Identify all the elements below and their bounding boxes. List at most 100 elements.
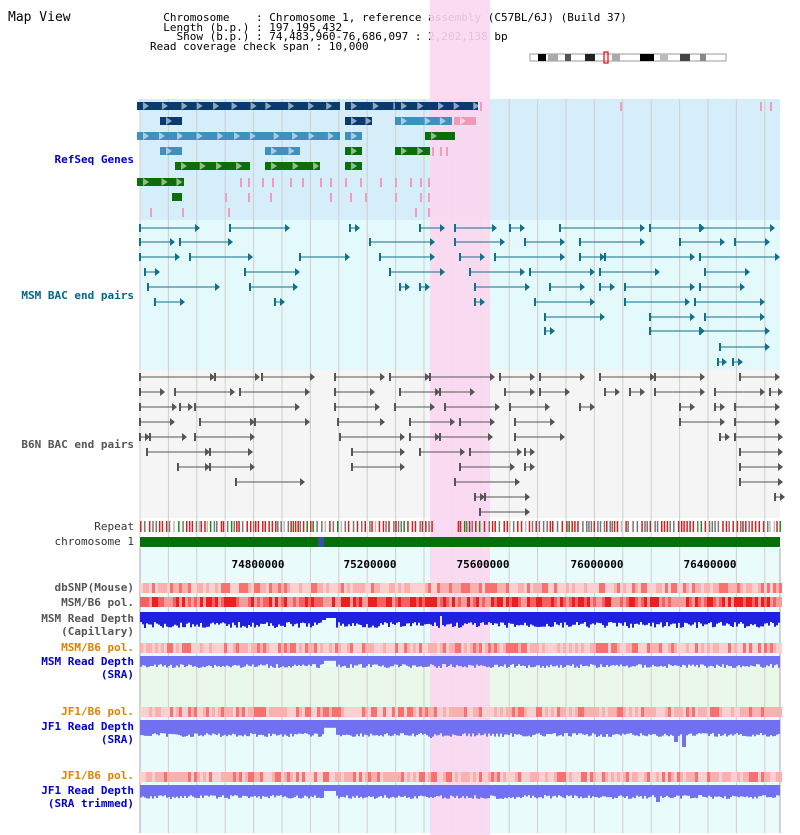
repeat-element xyxy=(586,521,588,532)
b6n-bac-pair-end-right xyxy=(255,373,260,381)
depth-tracks[interactable] xyxy=(140,612,780,802)
depth-bar xyxy=(232,656,234,666)
track-label-dbsnp[interactable]: dbSNP(Mouse) xyxy=(54,581,134,594)
heat-cell xyxy=(740,597,743,607)
chromosome-ideogram[interactable] xyxy=(529,51,727,64)
depth-bar xyxy=(448,656,450,666)
track-label-msm-b6-pol[interactable]: MSM/B6 pol. xyxy=(61,596,134,609)
heat-cell xyxy=(503,772,506,782)
depth-bar xyxy=(682,612,684,628)
track-label-msm-depth-cap[interactable]: MSM Read Depth xyxy=(41,612,134,625)
depth-bar xyxy=(400,720,402,734)
depth-bar xyxy=(668,612,670,627)
track-label-refseq[interactable]: RefSeq Genes xyxy=(54,153,134,166)
heat-tracks[interactable] xyxy=(140,583,782,782)
track-label-repeat[interactable]: Repeat xyxy=(94,520,134,533)
depth-bar xyxy=(308,612,310,624)
depth-bar xyxy=(652,612,654,623)
repeat-element xyxy=(364,521,366,532)
depth-bar xyxy=(226,720,228,737)
heat-cell xyxy=(359,597,362,607)
b6n-bac-pair-end-left xyxy=(599,373,601,381)
b6n-bac-pair-end-right xyxy=(525,493,530,501)
depth-bar xyxy=(536,720,538,734)
track-label-msm-depth-sra[interactable]: MSM Read Depth xyxy=(41,655,134,668)
depth-bar xyxy=(324,720,326,728)
b6n-bac-pair-end-left xyxy=(734,403,736,411)
track-label-jf1-depth-sra[interactable]: JF1 Read Depth xyxy=(41,720,134,733)
track-label-msm-bac[interactable]: MSM BAC end pairs xyxy=(21,289,134,302)
heat-cell xyxy=(248,643,251,653)
heat-cell xyxy=(233,707,236,717)
depth-bar xyxy=(516,785,518,798)
gene-strand-arrow xyxy=(401,117,407,125)
track-label-jf1-b6-pol[interactable]: JF1/B6 pol. xyxy=(61,705,134,718)
depth-bar xyxy=(256,785,258,798)
msm-bac-pairs[interactable] xyxy=(139,224,780,366)
heat-cell xyxy=(434,597,437,607)
track-label-msm-depth-cap-sub: (Capillary) xyxy=(61,625,134,638)
heat-cell xyxy=(218,583,221,593)
depth-bar xyxy=(508,656,510,667)
depth-bar xyxy=(566,612,568,625)
depth-bar xyxy=(582,612,584,624)
repeat-track[interactable] xyxy=(140,521,781,547)
track-label-b6n-bac[interactable]: B6N BAC end pairs xyxy=(21,438,134,451)
repeat-element xyxy=(329,521,331,532)
heat-cell xyxy=(608,583,611,593)
gene-strand-arrow xyxy=(231,102,238,110)
msm-bac-pair-end-left xyxy=(469,268,471,276)
depth-bar xyxy=(556,785,558,798)
heat-cell xyxy=(698,643,701,653)
depth-bar xyxy=(490,656,492,668)
heat-cell xyxy=(674,707,677,717)
heat-cell xyxy=(311,643,314,653)
heat-cell xyxy=(779,583,782,593)
heat-cell xyxy=(725,772,728,782)
depth-bar xyxy=(170,785,172,799)
depth-bar xyxy=(344,656,346,666)
depth-bar xyxy=(148,656,150,667)
depth-bar xyxy=(594,720,596,735)
heat-cell xyxy=(326,597,329,607)
heat-cell xyxy=(692,583,695,593)
depth-bar xyxy=(776,785,778,796)
gene-strand-arrow xyxy=(327,132,334,140)
heat-cell xyxy=(773,643,776,653)
length-label: Length (b.p.) xyxy=(163,21,250,34)
heat-cell xyxy=(146,643,149,653)
heat-cell xyxy=(482,583,485,593)
heat-cell xyxy=(737,772,740,782)
heat-cell xyxy=(752,707,755,717)
track-label-jf1-depth-trim[interactable]: JF1 Read Depth xyxy=(41,784,134,797)
depth-bar xyxy=(712,612,714,628)
b6n-bac-pairs[interactable] xyxy=(139,373,785,516)
b6n-bac-pair-end-right xyxy=(700,388,705,396)
depth-bar xyxy=(604,612,606,628)
depth-bar xyxy=(266,720,268,737)
depth-bar xyxy=(154,656,156,665)
heat-cell xyxy=(188,583,191,593)
heat-cell xyxy=(722,707,725,717)
heat-cell xyxy=(455,707,458,717)
depth-bar xyxy=(276,612,278,627)
heat-cell xyxy=(443,772,446,782)
heat-cell xyxy=(665,643,668,653)
track-label-chromosome[interactable]: chromosome 1 xyxy=(54,535,134,548)
depth-bar xyxy=(182,785,184,798)
depth-bar xyxy=(206,785,208,796)
refseq-gene-glyphs[interactable] xyxy=(137,102,772,217)
depth-bar xyxy=(558,720,560,736)
depth-bar xyxy=(174,656,176,668)
track-label-msm-b6-pol-2[interactable]: MSM/B6 pol. xyxy=(61,641,134,654)
heat-cell xyxy=(689,643,692,653)
track-label-jf1-b6-pol-2[interactable]: JF1/B6 pol. xyxy=(61,769,134,782)
heat-cell xyxy=(143,707,146,717)
heat-cell xyxy=(485,707,488,717)
depth-bar xyxy=(658,720,660,737)
depth-bar xyxy=(162,720,164,734)
depth-bar xyxy=(360,656,362,665)
repeat-element xyxy=(407,521,409,532)
depth-bar xyxy=(234,785,236,796)
